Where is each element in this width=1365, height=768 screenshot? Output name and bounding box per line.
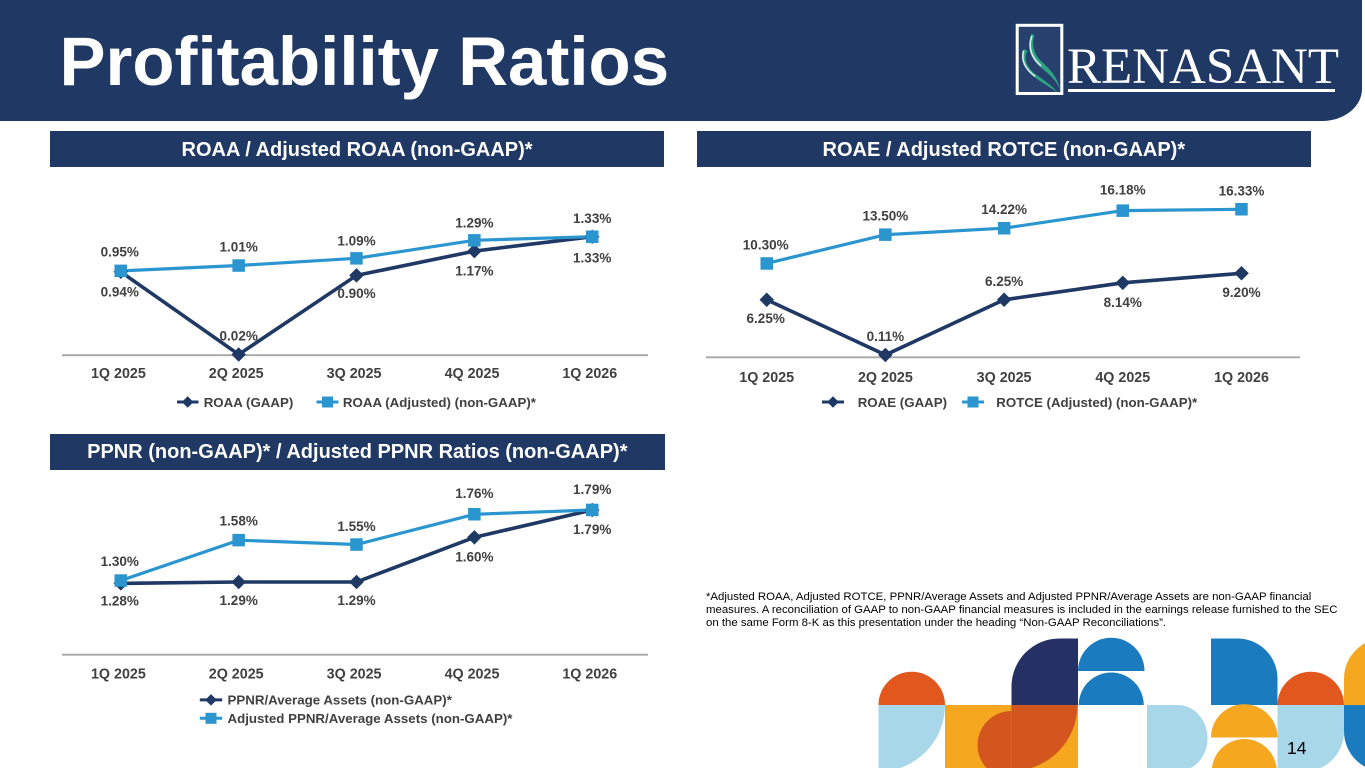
svg-text:2Q 2025: 2Q 2025 xyxy=(209,667,264,683)
svg-text:10.30%: 10.30% xyxy=(743,237,789,252)
svg-text:0.02%: 0.02% xyxy=(220,329,258,344)
svg-text:1.79%: 1.79% xyxy=(573,482,611,497)
svg-text:8.14%: 8.14% xyxy=(1104,295,1142,310)
svg-text:1.76%: 1.76% xyxy=(455,486,493,501)
svg-text:3Q 2025: 3Q 2025 xyxy=(327,667,382,683)
svg-text:1Q 2025: 1Q 2025 xyxy=(91,366,146,382)
svg-text:1Q 2026: 1Q 2026 xyxy=(562,366,617,382)
svg-text:4Q 2025: 4Q 2025 xyxy=(445,366,500,382)
svg-text:2Q 2025: 2Q 2025 xyxy=(209,366,264,382)
svg-text:1.28%: 1.28% xyxy=(101,593,139,608)
svg-text:Adjusted PPNR/Average Assets (: Adjusted PPNR/Average Assets (non-GAAP)* xyxy=(228,711,514,726)
svg-text:3Q 2025: 3Q 2025 xyxy=(977,370,1032,386)
svg-text:1.29%: 1.29% xyxy=(455,215,493,230)
svg-text:6.25%: 6.25% xyxy=(747,311,785,326)
svg-text:14.22%: 14.22% xyxy=(981,202,1027,217)
svg-text:1.17%: 1.17% xyxy=(455,264,493,279)
svg-text:0.11%: 0.11% xyxy=(867,329,905,344)
svg-text:0.90%: 0.90% xyxy=(337,286,375,301)
svg-text:1.79%: 1.79% xyxy=(573,522,611,537)
svg-text:3Q 2025: 3Q 2025 xyxy=(327,366,382,382)
svg-text:1.60%: 1.60% xyxy=(455,549,493,564)
svg-text:16.33%: 16.33% xyxy=(1219,183,1265,198)
svg-text:1.01%: 1.01% xyxy=(220,240,258,255)
svg-text:1Q 2025: 1Q 2025 xyxy=(91,667,146,683)
svg-text:1Q 2025: 1Q 2025 xyxy=(739,370,794,386)
svg-text:4Q 2025: 4Q 2025 xyxy=(1095,370,1150,386)
svg-text:6.25%: 6.25% xyxy=(985,274,1023,289)
svg-text:0.94%: 0.94% xyxy=(101,284,139,299)
svg-text:13.50%: 13.50% xyxy=(863,209,909,224)
svg-text:1.33%: 1.33% xyxy=(573,211,611,226)
svg-text:0.95%: 0.95% xyxy=(101,244,139,259)
svg-text:1.29%: 1.29% xyxy=(220,593,258,608)
svg-text:1.55%: 1.55% xyxy=(337,519,375,534)
svg-text:16.18%: 16.18% xyxy=(1100,183,1146,198)
svg-text:1.09%: 1.09% xyxy=(337,233,375,248)
svg-text:PPNR/Average Assets (non-GAAP): PPNR/Average Assets (non-GAAP)* xyxy=(228,693,453,708)
svg-text:2Q 2025: 2Q 2025 xyxy=(858,370,913,386)
svg-text:ROAA (GAAP): ROAA (GAAP) xyxy=(204,395,294,410)
svg-text:1.33%: 1.33% xyxy=(573,251,611,266)
svg-text:1.29%: 1.29% xyxy=(337,593,375,608)
svg-text:1.30%: 1.30% xyxy=(101,554,139,569)
svg-text:ROTCE (Adjusted) (non-GAAP)*: ROTCE (Adjusted) (non-GAAP)* xyxy=(996,395,1198,410)
svg-text:1Q 2026: 1Q 2026 xyxy=(1214,370,1269,386)
svg-text:4Q 2025: 4Q 2025 xyxy=(445,667,500,683)
svg-text:1Q 2026: 1Q 2026 xyxy=(562,667,617,683)
svg-text:1.58%: 1.58% xyxy=(220,514,258,529)
svg-text:9.20%: 9.20% xyxy=(1222,285,1260,300)
svg-text:ROAE (GAAP): ROAE (GAAP) xyxy=(858,395,947,410)
svg-text:ROAA (Adjusted) (non-GAAP)*: ROAA (Adjusted) (non-GAAP)* xyxy=(343,395,537,410)
